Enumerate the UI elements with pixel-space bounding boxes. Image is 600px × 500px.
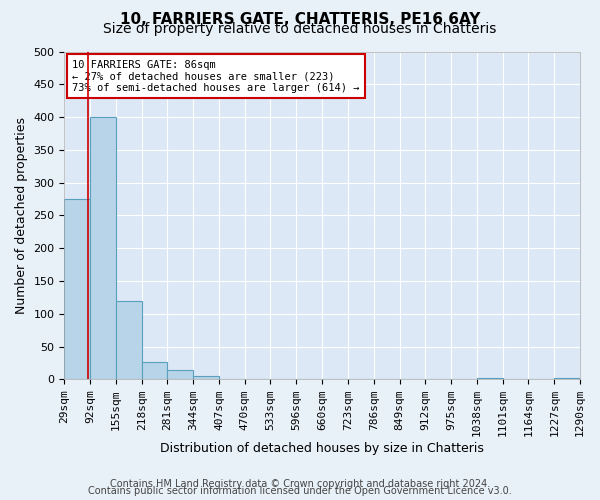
Text: 10 FARRIERS GATE: 86sqm
← 27% of detached houses are smaller (223)
73% of semi-d: 10 FARRIERS GATE: 86sqm ← 27% of detache… [72, 60, 359, 93]
Bar [64, 199, 90, 380]
Text: Contains HM Land Registry data © Crown copyright and database right 2024.: Contains HM Land Registry data © Crown c… [110, 479, 490, 489]
Y-axis label: Number of detached properties: Number of detached properties [15, 117, 28, 314]
X-axis label: Distribution of detached houses by size in Chatteris: Distribution of detached houses by size … [160, 442, 484, 455]
Bar [142, 362, 167, 380]
Bar [116, 301, 142, 380]
Bar [477, 378, 503, 380]
Text: 10, FARRIERS GATE, CHATTERIS, PE16 6AY: 10, FARRIERS GATE, CHATTERIS, PE16 6AY [120, 12, 480, 26]
Bar [193, 376, 219, 380]
Text: Size of property relative to detached houses in Chatteris: Size of property relative to detached ho… [103, 22, 497, 36]
Bar [90, 117, 116, 380]
Bar [554, 378, 580, 380]
Text: Contains public sector information licensed under the Open Government Licence v3: Contains public sector information licen… [88, 486, 512, 496]
Bar [167, 370, 193, 380]
